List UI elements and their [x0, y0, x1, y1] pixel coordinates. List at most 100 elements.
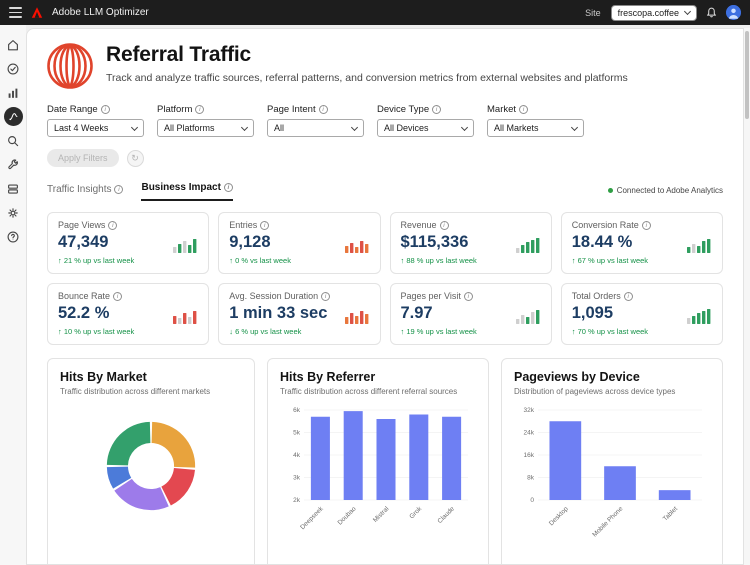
menu-icon[interactable]	[9, 7, 22, 18]
info-icon[interactable]	[623, 291, 633, 301]
info-icon[interactable]	[100, 105, 110, 114]
site-selector-value: frescopa.coffee	[617, 7, 679, 18]
reset-filters-button[interactable]: ↻	[126, 149, 144, 167]
mini-bars-icon	[344, 237, 370, 258]
filter-label: Device Type	[377, 104, 430, 115]
notifications-bell-icon[interactable]	[705, 6, 718, 19]
scrollbar-thumb[interactable]	[745, 31, 749, 119]
svg-text:Claude: Claude	[436, 505, 456, 525]
sidebar-item-analytics[interactable]	[4, 83, 23, 102]
referrer-bar-chart[interactable]: 6k 5k 4k 3k 2k Deepseek Doubao Mistral Grok Claud…	[280, 404, 476, 542]
filter-page-intent: Page Intent All	[267, 104, 364, 137]
svg-text:Desktop: Desktop	[548, 505, 570, 527]
market-donut-chart[interactable]	[60, 418, 242, 514]
metric-card-avg-session-duration: Avg. Session Duration 1 min 33 sec ↓ 6 %…	[218, 283, 381, 345]
info-icon[interactable]	[519, 105, 529, 114]
sidebar-item-referral-traffic[interactable]	[3, 107, 23, 126]
metric-card-bounce-rate: Bounce Rate 52.2 % ↑ 10 % up vs last wee…	[47, 283, 210, 345]
info-icon[interactable]	[641, 220, 651, 230]
sidebar-item-settings[interactable]	[4, 203, 23, 222]
sidebar-item-checks[interactable]	[4, 59, 23, 78]
app-title: Adobe LLM Optimizer	[52, 7, 149, 18]
svg-text:5k: 5k	[293, 430, 301, 437]
wrench-icon	[8, 158, 18, 169]
chart-title: Pageviews by Device	[514, 370, 640, 384]
page-subtitle: Track and analyze traffic sources, refer…	[106, 72, 628, 84]
market-select[interactable]: All Markets	[487, 119, 584, 137]
info-icon[interactable]	[195, 105, 205, 114]
svg-text:Doubao: Doubao	[337, 505, 358, 526]
metric-card-revenue: Revenue $115,336 ↑ 88 % up vs last week	[389, 212, 552, 274]
tabs: Traffic Insights Business Impact Connect…	[47, 182, 723, 201]
metric-value: 18.44 %	[571, 233, 633, 251]
device-bar-chart[interactable]: 32k 24k 16k 8k 0 Desktop Mobile Phone Tablet	[514, 404, 710, 542]
search-icon	[8, 135, 19, 146]
info-icon[interactable]	[321, 291, 331, 301]
chevron-down-icon	[460, 123, 469, 131]
chevron-down-icon	[130, 123, 139, 131]
filter-device-type: Device Type All Devices	[377, 104, 474, 137]
check-circle-icon	[7, 63, 19, 74]
site-label: Site	[585, 7, 601, 18]
date-range-select[interactable]: Last 4 Weeks	[47, 119, 144, 137]
svg-text:4k: 4k	[293, 452, 301, 459]
info-icon[interactable]	[114, 185, 124, 194]
chart-title: Hits By Market	[60, 370, 147, 384]
svg-text:6k: 6k	[293, 407, 301, 414]
metric-trend: ↑ 10 % up vs last week	[58, 327, 135, 336]
info-icon[interactable]	[463, 291, 473, 301]
info-icon[interactable]	[108, 220, 118, 230]
metric-card-page-views: Page Views 47,349 ↑ 21 % up vs last week	[47, 212, 210, 274]
svg-text:2k: 2k	[293, 497, 301, 504]
tab-traffic-insights[interactable]: Traffic Insights	[47, 184, 124, 201]
cards-stack-icon	[8, 183, 18, 194]
filter-platform: Platform All Platforms	[157, 104, 254, 137]
info-icon[interactable]	[223, 183, 233, 192]
chart-subtitle: Traffic distribution across different re…	[280, 387, 458, 396]
filter-market: Market All Markets	[487, 104, 584, 137]
adobe-logo-icon	[31, 7, 43, 18]
scrollbar-track[interactable]	[744, 28, 750, 565]
mini-bars-icon	[687, 237, 712, 258]
info-icon[interactable]	[432, 105, 442, 114]
tab-business-impact[interactable]: Business Impact	[141, 182, 233, 201]
mini-bars-icon	[173, 237, 198, 258]
chart-card-hits-by-referrer: Hits By Referrer Traffic distribution ac…	[267, 358, 489, 564]
referral-traffic-logo-icon	[47, 43, 93, 89]
svg-text:16k: 16k	[524, 452, 535, 459]
device-type-select[interactable]: All Devices	[377, 119, 474, 137]
metric-trend: ↑ 0 % vs last week	[229, 256, 291, 265]
chart-card-pageviews-by-device: Pageviews by Device Distribution of page…	[501, 358, 723, 564]
metric-value: 7.97	[400, 304, 433, 322]
site-selector[interactable]: frescopa.coffee	[610, 4, 697, 21]
sidebar-item-home[interactable]	[4, 35, 23, 54]
filter-actions: Apply Filters ↻	[47, 149, 723, 167]
sidebar-item-content-cards[interactable]	[4, 179, 23, 198]
metric-card-total-orders: Total Orders 1,095 ↑ 70 % up vs last wee…	[560, 283, 723, 345]
platform-select[interactable]: All Platforms	[157, 119, 254, 137]
info-icon[interactable]	[439, 220, 449, 230]
info-icon[interactable]	[260, 220, 270, 230]
svg-text:32k: 32k	[524, 407, 535, 414]
metric-card-conversion-rate: Conversion Rate 18.44 % ↑ 67 % up vs las…	[560, 212, 723, 274]
sidebar-item-tools[interactable]	[4, 155, 23, 174]
chevron-down-icon	[240, 123, 249, 131]
mini-bars-icon	[687, 308, 712, 329]
apply-filters-button[interactable]: Apply Filters	[47, 149, 119, 167]
svg-text:24k: 24k	[524, 430, 535, 437]
svg-text:Mobile Phone: Mobile Phone	[591, 505, 624, 538]
metric-trend: ↑ 21 % up vs last week	[58, 256, 135, 265]
sidebar-item-search[interactable]	[4, 131, 23, 150]
referral-traffic-icon	[8, 113, 17, 121]
chevron-down-icon	[570, 123, 579, 131]
help-circle-icon	[7, 231, 19, 242]
metric-value: 1,095	[571, 304, 614, 322]
charts-grid: Hits By Market Traffic distribution acro…	[47, 358, 723, 564]
home-icon	[8, 39, 18, 50]
info-icon[interactable]	[318, 105, 328, 114]
sidebar-item-help[interactable]	[4, 227, 23, 246]
info-icon[interactable]	[113, 291, 123, 301]
user-avatar[interactable]	[726, 5, 741, 20]
page-intent-select[interactable]: All	[267, 119, 364, 137]
chart-subtitle: Distribution of pageviews across device …	[514, 387, 676, 396]
